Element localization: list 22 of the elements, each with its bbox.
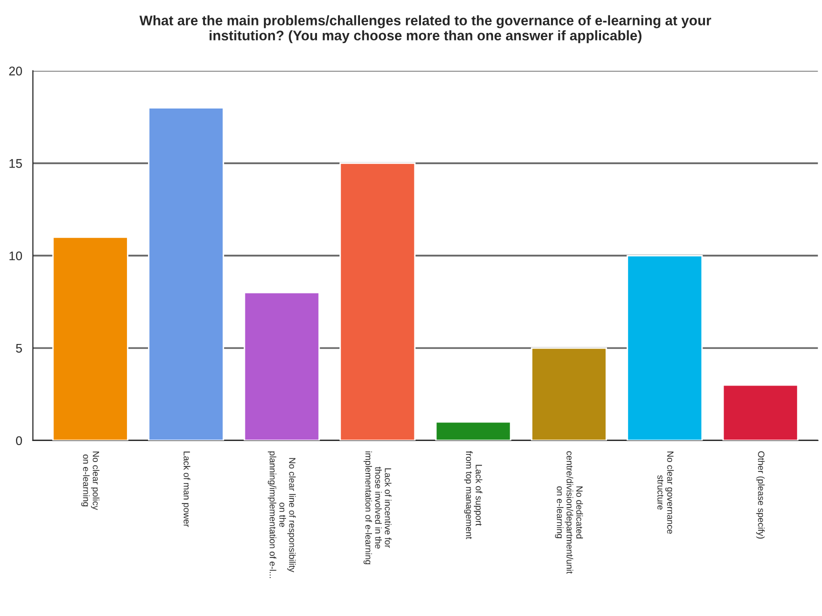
bar [148, 107, 224, 440]
bar [244, 292, 320, 440]
bar [626, 254, 703, 440]
x-tick-label: No clear policy on e-learning [81, 452, 100, 510]
bar [722, 384, 798, 440]
y-tick-label: 0 [16, 436, 22, 446]
x-tick-label: No clear governance structure [657, 452, 674, 534]
x-tick-label: No dedicated centre/division/department/unit on e-learning [555, 451, 583, 574]
chart-title: What are the main problems/challenges related to the governance of e-learning at your institution? (You may choose more than one answer if applicable) [139, 15, 712, 44]
y-tick-label: 15 [10, 159, 22, 168]
bar [530, 347, 608, 440]
bar [435, 421, 512, 440]
y-tick-label: 5 [16, 344, 22, 353]
bar [52, 236, 128, 440]
y-tick-label: 10 [10, 251, 22, 260]
x-tick-label: Other (please specify) [756, 451, 765, 539]
y-tick-label: 20 [9, 66, 22, 76]
x-tick-label: Lack of man power [182, 452, 190, 527]
bar [339, 162, 416, 440]
x-tick-label: Lack of incentive for those involved in the implementation of e-learning [364, 451, 392, 564]
x-tick-label: Lack of support from top management [464, 450, 482, 540]
x-tick-label: No clear line of responsibility on the planning/implementation of e-l... [268, 451, 296, 578]
